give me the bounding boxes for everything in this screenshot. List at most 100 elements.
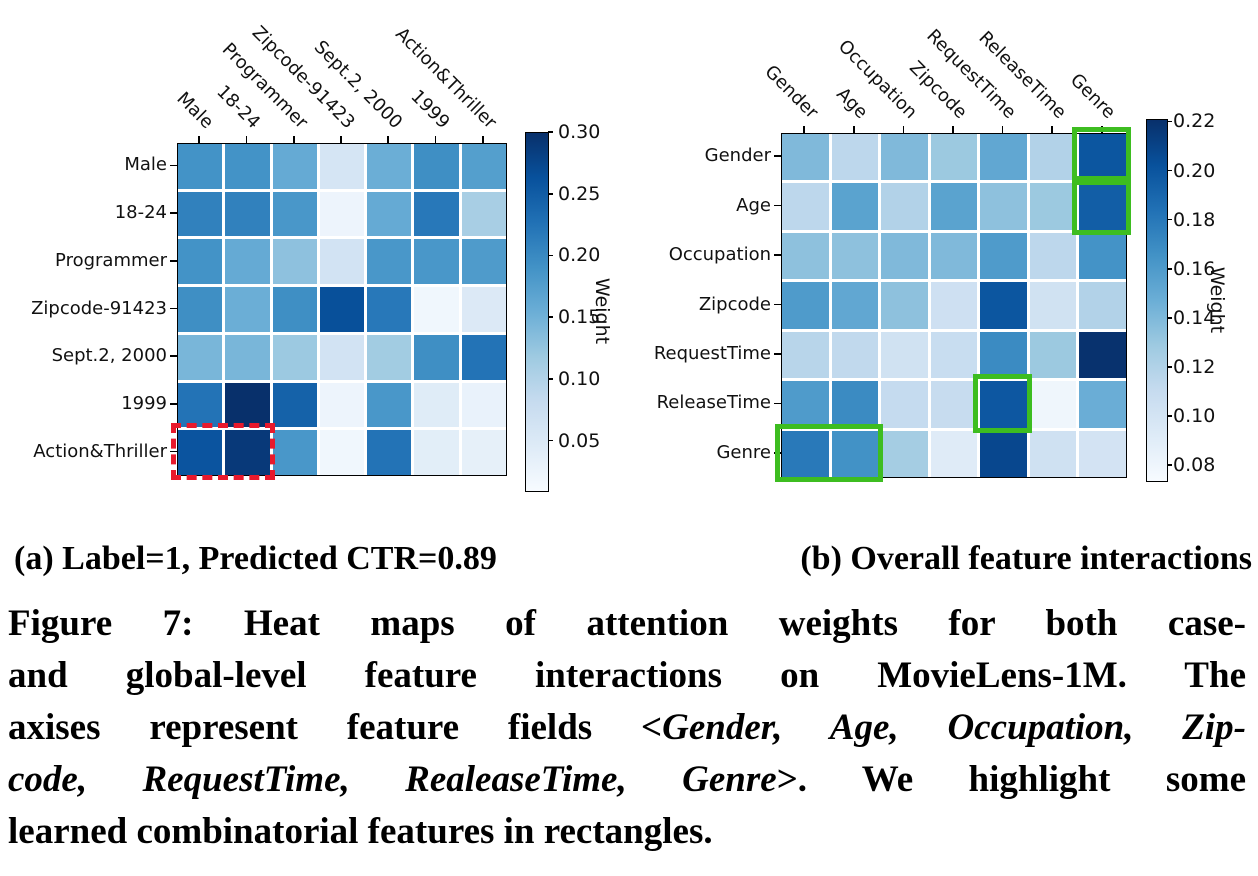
red-dashed-highlight-box <box>171 423 275 480</box>
y-axis-label: ReleaseTime <box>656 392 771 414</box>
heatmap-cell <box>1079 232 1126 280</box>
colorbar-tick <box>1167 120 1172 123</box>
colorbar-tick-label: 0.20 <box>1173 159 1216 182</box>
colorbar-tick-label: 0.10 <box>1173 405 1216 428</box>
axis-tick <box>170 212 177 214</box>
heatmap-cell <box>1079 183 1126 230</box>
heatmap-cell <box>461 334 506 380</box>
heatmap-cell <box>831 430 879 477</box>
subcaptions: (a) Label=1, Predicted CTR=0.89 (b) Over… <box>0 540 1258 578</box>
heatmap-cell <box>881 282 928 329</box>
axis-tick <box>170 259 177 262</box>
heatmap-cell <box>782 232 829 280</box>
heatmap-cell <box>831 183 879 230</box>
colorbar-tick <box>548 254 553 257</box>
colorbar-tick-label: 0.22 <box>1173 110 1216 133</box>
colorbar-tick <box>1167 464 1172 467</box>
heatmap-cell <box>782 282 829 329</box>
y-axis-label: Genre <box>716 441 771 463</box>
subcaption-a: (a) Label=1, Predicted CTR=0.89 <box>14 540 497 577</box>
axis-tick <box>774 353 781 355</box>
heatmap-cell <box>782 331 829 379</box>
heatmap-cell <box>319 430 365 475</box>
axis-tick <box>340 136 342 143</box>
y-axis-label: Zipcode <box>698 293 771 315</box>
colorbar-tick-label: 0.20 <box>558 244 601 267</box>
heatmap-cell <box>1029 232 1077 280</box>
axis-tick <box>245 136 248 143</box>
caption-line: Figure 7: Heat maps of attention weights… <box>8 598 1246 650</box>
caption-segment: >. We highlight some <box>776 759 1246 800</box>
y-axis-label: Zipcode-91423 <box>31 297 167 319</box>
heatmap-cell <box>782 183 829 230</box>
heatmap-cell <box>414 144 459 189</box>
colorbar-tick-label: 0.18 <box>1173 208 1216 231</box>
green-highlight-box <box>1072 127 1131 186</box>
axis-tick <box>1051 126 1053 133</box>
axis-tick <box>292 136 295 143</box>
heatmap-cell <box>225 144 270 189</box>
y-axis-label: Sept.2, 2000 <box>51 345 167 367</box>
heatmap-cell <box>225 191 270 237</box>
heatmap-cell <box>1079 282 1126 329</box>
axis-tick <box>774 303 781 306</box>
heatmap-cell <box>319 287 365 332</box>
colorbar-tick-label: 0.05 <box>558 429 601 452</box>
heatmap-cell <box>831 232 879 280</box>
colorbar-tick <box>548 316 553 318</box>
y-axis-label: Action&Thriller <box>33 440 167 462</box>
heatmap-cell <box>319 191 365 237</box>
heatmap-cell <box>319 144 365 189</box>
heatmap-cell <box>1079 430 1126 477</box>
colorbar-tick <box>548 439 553 442</box>
y-axis-label: Occupation <box>668 244 771 266</box>
caption-line: and global-level feature interactions on… <box>8 650 1246 702</box>
axis-tick <box>803 126 806 133</box>
colorbar-tick <box>1167 415 1172 417</box>
heatmap-cell <box>1029 331 1077 379</box>
heatmap-cell <box>980 183 1027 230</box>
colorbar-tick <box>1167 218 1172 221</box>
y-axis-label: RequestTime <box>653 343 771 365</box>
y-axis-label: Programmer <box>55 249 167 271</box>
axis-tick <box>853 126 855 133</box>
caption-italic-segment: code, RequestTime, RealeaseTime, Genre <box>8 759 777 800</box>
heatmap-cell <box>414 191 459 237</box>
heatmap-cell <box>414 334 459 380</box>
heatmap-cell <box>782 134 829 181</box>
caption-segment: axises represent feature fields < <box>8 707 663 748</box>
colorbar-tick-label: 0.25 <box>558 182 601 205</box>
colorbar-tick <box>1167 169 1172 172</box>
axis-tick <box>902 126 905 133</box>
heatmap-cell <box>178 144 223 189</box>
heatmap-cell <box>881 232 928 280</box>
axis-tick <box>482 136 484 143</box>
heatmap-cell <box>831 331 879 379</box>
colorbar-tick <box>548 131 553 133</box>
heatmap-cell <box>461 287 506 332</box>
colorbar-tick-label: 0.30 <box>558 121 601 143</box>
heatmap-cell <box>831 282 879 329</box>
heatmap-cell <box>225 239 270 285</box>
axis-tick <box>774 254 781 256</box>
heatmap-cell <box>1079 331 1126 379</box>
axis-tick <box>1001 126 1004 133</box>
colorbar-tick-label: 0.14 <box>1173 306 1216 329</box>
heatmap-cell <box>930 183 978 230</box>
heatmap-cell <box>980 232 1027 280</box>
heatmap-cell <box>881 134 928 181</box>
heatmap-cell <box>930 331 978 379</box>
axis-tick <box>170 164 177 167</box>
colorbar-tick <box>1167 366 1172 368</box>
colorbar-tick-label: 0.12 <box>1173 356 1216 379</box>
axis-tick <box>952 126 954 133</box>
heatmap-cell <box>319 382 365 428</box>
heatmap-cell <box>930 282 978 329</box>
heatmap-cell <box>980 430 1027 477</box>
colorbar-tick-label: 0.10 <box>558 367 601 390</box>
colorbar-tick <box>548 192 553 195</box>
colorbar-tick <box>1167 317 1172 319</box>
caption-line: code, RequestTime, RealeaseTime, Genre>.… <box>8 754 1246 806</box>
